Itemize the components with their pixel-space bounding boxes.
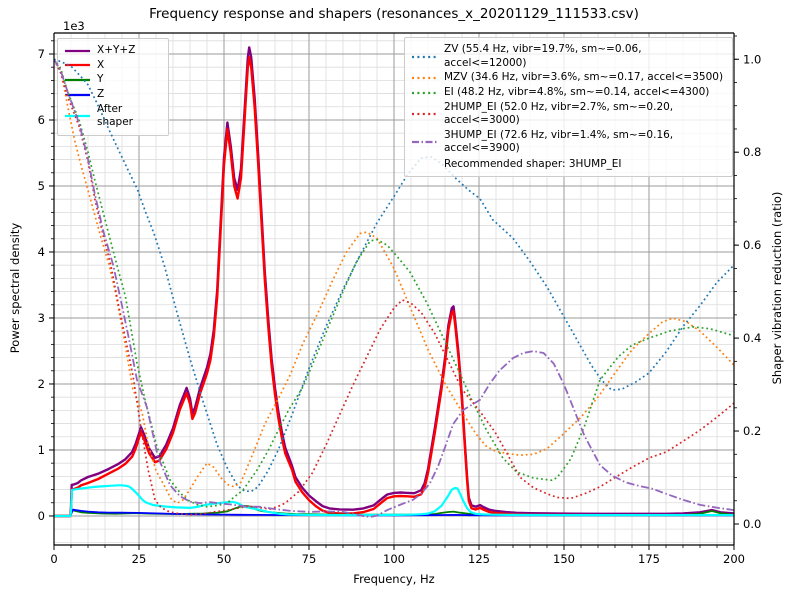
tick-label-y-right: 1.0 bbox=[743, 52, 761, 66]
legend-right: ZV (55.4 Hz, vibr=19.7%, sm~=0.06, accel… bbox=[404, 37, 733, 177]
tick-label-y-left: 4 bbox=[38, 245, 45, 259]
tick-label-x: 200 bbox=[723, 552, 745, 566]
legend-line-sample-icon bbox=[412, 54, 437, 60]
legend-line-sample-icon bbox=[412, 90, 437, 96]
tick-label-x: 175 bbox=[638, 552, 660, 566]
legend-line-sample-icon bbox=[65, 62, 90, 68]
tick-label-x: 50 bbox=[217, 552, 232, 566]
legend-line-sample-icon bbox=[65, 113, 90, 119]
legend-item-label: ZV (55.4 Hz, vibr=19.7%, sm~=0.06, accel… bbox=[444, 43, 642, 69]
legend-line-sample-icon bbox=[65, 48, 90, 54]
legend-item: X bbox=[65, 59, 161, 73]
tick-label-y-right: 0.0 bbox=[743, 517, 761, 531]
tick-label-y-left: 5 bbox=[38, 179, 45, 193]
tick-label-y-right: 0.4 bbox=[743, 331, 761, 345]
tick-label-y-left: 3 bbox=[38, 311, 45, 325]
legend-item: MZV (34.6 Hz, vibr=3.6%, sm~=0.17, accel… bbox=[412, 71, 725, 85]
tick-label-y-right: 0.6 bbox=[743, 238, 761, 252]
legend-item: After shaper bbox=[65, 103, 161, 130]
curve-psd-z bbox=[54, 508, 734, 517]
legend-line-sample-icon bbox=[65, 92, 90, 98]
tick-label-x: 75 bbox=[302, 552, 317, 566]
legend-item-label: MZV (34.6 Hz, vibr=3.6%, sm~=0.17, accel… bbox=[444, 71, 724, 84]
legend-item-label: 3HUMP_EI (72.6 Hz, vibr=1.4%, sm~=0.16, … bbox=[444, 128, 674, 155]
legend-item: Y bbox=[65, 73, 161, 87]
legend-item-label: After shaper bbox=[97, 102, 134, 129]
legend-item-label: X bbox=[97, 58, 105, 71]
legend-item: ZV (55.4 Hz, vibr=19.7%, sm~=0.06, accel… bbox=[412, 43, 725, 70]
tick-label-x: 25 bbox=[132, 552, 147, 566]
legend-recommended-shaper: Recommended shaper: 3HUMP_EI bbox=[444, 158, 622, 171]
y-axis-label-right: Shaper vibration reduction (ratio) bbox=[770, 191, 784, 385]
chart-title: Frequency response and shapers (resonanc… bbox=[149, 6, 639, 22]
tick-label-y-left: 0 bbox=[38, 509, 45, 523]
legend-item-label: Y bbox=[97, 73, 104, 86]
tick-label-y-right: 0.8 bbox=[743, 145, 761, 159]
tick-label-y-right: 0.2 bbox=[743, 424, 761, 438]
tick-label-x: 100 bbox=[383, 552, 405, 566]
legend-line-sample-icon bbox=[412, 75, 437, 81]
legend-item: 3HUMP_EI (72.6 Hz, vibr=1.4%, sm~=0.16, … bbox=[412, 129, 725, 156]
tick-label-x: 125 bbox=[468, 552, 490, 566]
legend-line-sample-icon bbox=[65, 77, 90, 83]
legend-line-sample-icon bbox=[412, 139, 437, 145]
legend-line-sample-icon bbox=[412, 111, 437, 117]
legend-item: Z bbox=[65, 88, 161, 102]
legend-item-label: 2HUMP_EI (52.0 Hz, vibr=2.7%, sm~=0.20, … bbox=[444, 100, 674, 127]
legend-item-label: X+Y+Z bbox=[97, 44, 136, 56]
legend-item: X+Y+Z bbox=[65, 44, 161, 58]
legend-item: EI (48.2 Hz, vibr=4.8%, sm~=0.14, accel<… bbox=[412, 86, 725, 100]
tick-label-x: 0 bbox=[50, 552, 57, 566]
y-axis-offset-label: 1e3 bbox=[63, 19, 85, 33]
tick-label-y-left: 2 bbox=[38, 377, 45, 391]
tick-label-y-left: 6 bbox=[38, 113, 45, 127]
x-axis-label: Frequency, Hz bbox=[353, 572, 435, 586]
curve-psd-after-shaper bbox=[54, 484, 734, 518]
legend-item-label: Z bbox=[97, 87, 105, 100]
tick-label-x: 150 bbox=[553, 552, 575, 566]
curve-psd-y bbox=[54, 505, 734, 517]
tick-label-y-left: 1 bbox=[38, 443, 45, 457]
legend-item-label: EI (48.2 Hz, vibr=4.8%, sm~=0.14, accel<… bbox=[444, 85, 710, 98]
legend-item: 2HUMP_EI (52.0 Hz, vibr=2.7%, sm~=0.20, … bbox=[412, 101, 725, 128]
tick-label-y-left: 7 bbox=[38, 47, 45, 61]
y-axis-label-left: Power spectral density bbox=[8, 222, 22, 354]
legend-left: X+Y+Z X Y Z After shaper bbox=[57, 38, 169, 136]
